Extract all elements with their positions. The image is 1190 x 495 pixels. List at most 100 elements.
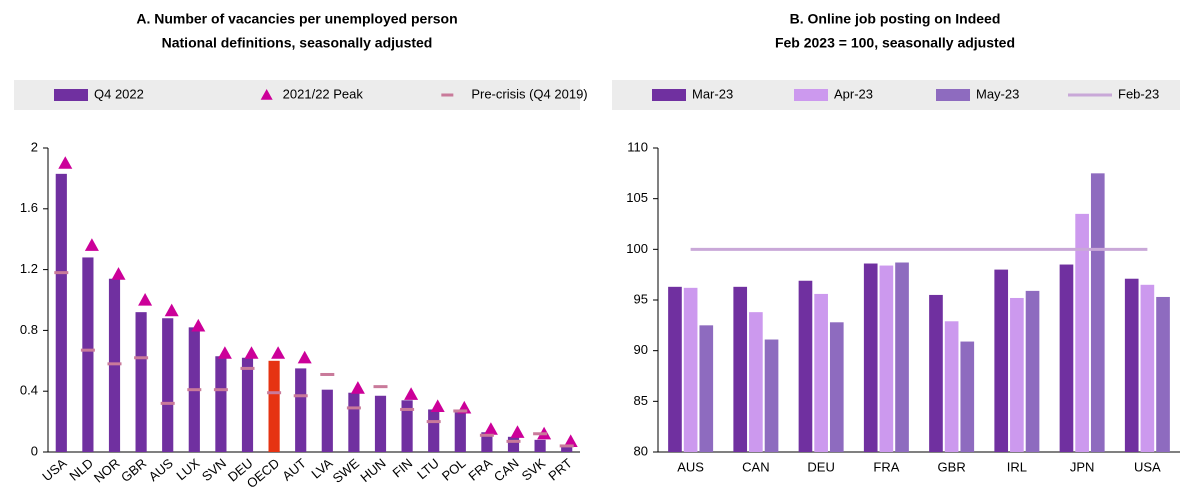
legend-swatch xyxy=(652,89,686,101)
legend-label: 2021/22 Peak xyxy=(283,86,364,101)
y-tick-label: 0.4 xyxy=(20,383,38,398)
x-tick-label: USA xyxy=(1134,459,1161,474)
legend-label: May-23 xyxy=(976,86,1019,101)
x-tick-label: IRL xyxy=(1007,459,1027,474)
x-tick-label: SWE xyxy=(330,455,363,486)
peak-marker xyxy=(350,381,365,394)
bar xyxy=(960,341,975,452)
x-tick-label: DEU xyxy=(807,459,834,474)
peak-marker xyxy=(244,346,259,359)
bar xyxy=(929,294,943,452)
x-tick-label: FRA xyxy=(873,459,899,474)
bar xyxy=(1156,296,1170,452)
y-tick-label: 95 xyxy=(634,291,648,306)
legend-swatch xyxy=(794,89,828,101)
bar xyxy=(295,368,307,452)
y-tick-label: 90 xyxy=(634,342,648,357)
bar xyxy=(895,262,909,452)
bar xyxy=(798,280,813,452)
x-tick-label: FIN xyxy=(390,455,416,480)
x-tick-label: SVK xyxy=(519,455,549,483)
bar xyxy=(135,312,147,452)
x-tick-label: POL xyxy=(439,455,469,483)
x-tick-label: GBR xyxy=(938,459,966,474)
bar xyxy=(321,389,333,452)
peak-marker xyxy=(563,434,578,447)
y-tick-label: 1.6 xyxy=(20,200,38,215)
peak-marker xyxy=(191,318,206,332)
chart-subtitle: Feb 2023 = 100, seasonally adjusted xyxy=(775,35,1015,51)
legend-label: Feb-23 xyxy=(1118,86,1159,101)
x-tick-label: AUS xyxy=(677,459,704,474)
legend-label: Q4 2022 xyxy=(94,86,144,101)
bar xyxy=(561,445,573,452)
bar xyxy=(829,322,844,452)
bar xyxy=(1075,213,1089,452)
x-tick-label: PRT xyxy=(545,455,574,483)
bar xyxy=(683,287,698,452)
peak-marker xyxy=(483,422,498,435)
y-tick-label: 0.8 xyxy=(20,322,38,337)
bar xyxy=(764,339,779,452)
peak-marker xyxy=(271,346,286,359)
peak-marker xyxy=(297,350,312,364)
legend-label: Apr-23 xyxy=(834,86,873,101)
x-tick-label: JPN xyxy=(1070,459,1095,474)
x-tick-label: NLD xyxy=(66,455,96,483)
x-tick-label: AUT xyxy=(279,455,309,483)
legend-swatch xyxy=(54,89,88,101)
bar xyxy=(1140,284,1155,452)
bar xyxy=(668,286,682,452)
bar xyxy=(401,400,413,452)
legend-swatch xyxy=(936,89,970,101)
bar xyxy=(863,263,878,452)
bar xyxy=(428,409,440,452)
y-tick-label: 2 xyxy=(31,139,38,154)
bar xyxy=(1025,290,1040,452)
peak-marker xyxy=(510,425,525,438)
x-tick-label: USA xyxy=(39,455,69,484)
bar xyxy=(55,173,67,452)
y-tick-label: 1.2 xyxy=(20,261,38,276)
legend-swatch xyxy=(260,89,273,100)
peak-marker xyxy=(138,293,153,306)
y-tick-label: 85 xyxy=(634,393,648,408)
legend-label: Pre-crisis (Q4 2019) xyxy=(471,86,587,101)
bar xyxy=(749,312,763,452)
bar xyxy=(879,265,894,452)
bar xyxy=(108,278,121,452)
legend-label: Mar-23 xyxy=(692,86,733,101)
bar xyxy=(944,321,959,452)
bar xyxy=(1010,297,1024,452)
bar xyxy=(481,432,493,452)
x-tick-label: SVN xyxy=(199,455,229,484)
peak-marker xyxy=(430,399,445,412)
bar xyxy=(534,439,546,452)
chart-title: A. Number of vacancies per unemployed pe… xyxy=(136,11,457,27)
y-tick-label: 80 xyxy=(634,443,648,458)
bar xyxy=(268,360,280,452)
x-tick-label: NOR xyxy=(91,455,123,485)
y-tick-label: 105 xyxy=(626,190,648,205)
x-tick-label: CAN xyxy=(742,459,769,474)
x-tick-label: FRA xyxy=(465,455,495,483)
legend-box xyxy=(14,80,580,110)
bar xyxy=(994,269,1009,452)
x-tick-label: HUN xyxy=(357,455,388,485)
peak-marker xyxy=(164,303,179,317)
bar xyxy=(241,357,254,452)
y-tick-label: 0 xyxy=(31,443,38,458)
x-tick-label: GBR xyxy=(118,455,149,485)
bar xyxy=(374,395,387,452)
peak-marker xyxy=(111,267,126,280)
y-tick-label: 100 xyxy=(626,241,648,256)
bar xyxy=(1059,264,1074,452)
peak-marker xyxy=(58,156,73,169)
bar xyxy=(733,286,748,452)
bar xyxy=(454,412,466,452)
x-tick-label: LUX xyxy=(173,455,202,483)
bar xyxy=(82,257,94,452)
bar xyxy=(507,436,520,452)
x-tick-label: AUS xyxy=(146,455,176,484)
